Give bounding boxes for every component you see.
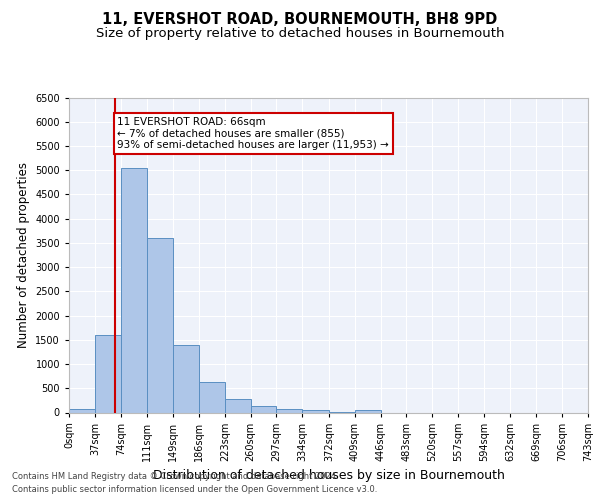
Bar xyxy=(95,335,121,412)
Bar xyxy=(277,408,302,412)
Bar xyxy=(302,410,329,412)
Text: Contains public sector information licensed under the Open Government Licence v3: Contains public sector information licen… xyxy=(12,485,377,494)
X-axis label: Distribution of detached houses by size in Bournemouth: Distribution of detached houses by size … xyxy=(152,470,505,482)
Bar xyxy=(225,400,251,412)
Text: 11, EVERSHOT ROAD, BOURNEMOUTH, BH8 9PD: 11, EVERSHOT ROAD, BOURNEMOUTH, BH8 9PD xyxy=(103,12,497,28)
Text: 11 EVERSHOT ROAD: 66sqm
← 7% of detached houses are smaller (855)
93% of semi-de: 11 EVERSHOT ROAD: 66sqm ← 7% of detached… xyxy=(117,117,389,150)
Bar xyxy=(199,382,225,412)
Bar xyxy=(121,168,146,412)
Bar xyxy=(146,238,173,412)
Text: Size of property relative to detached houses in Bournemouth: Size of property relative to detached ho… xyxy=(96,28,504,40)
Bar xyxy=(251,406,277,412)
Bar xyxy=(355,410,380,412)
Text: Contains HM Land Registry data © Crown copyright and database right 2024.: Contains HM Land Registry data © Crown c… xyxy=(12,472,338,481)
Bar xyxy=(173,344,199,412)
Bar xyxy=(69,409,95,412)
Y-axis label: Number of detached properties: Number of detached properties xyxy=(17,162,29,348)
